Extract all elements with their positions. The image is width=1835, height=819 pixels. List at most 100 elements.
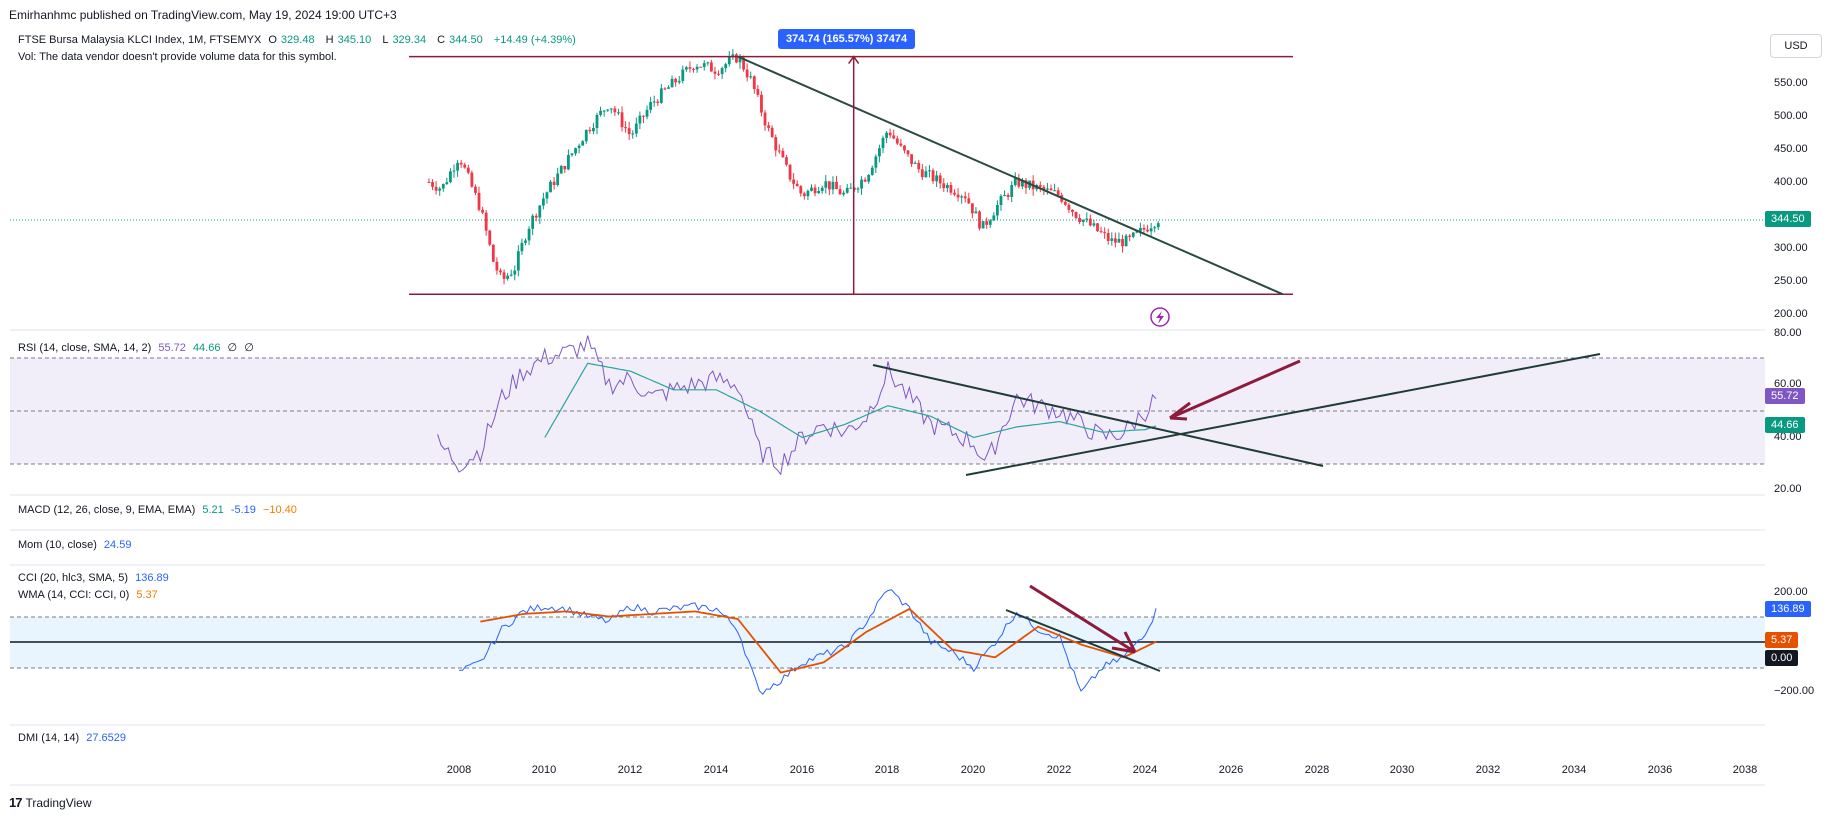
y-label: 500.00 (1774, 110, 1808, 122)
candle-body (802, 193, 806, 197)
candle-body (824, 181, 828, 188)
candle-body (1138, 227, 1142, 232)
rsi-arrow-head (1169, 401, 1191, 421)
candle-body (699, 66, 703, 68)
candle-body (1124, 235, 1128, 247)
wma-line (480, 607, 1157, 674)
candle-body (592, 127, 595, 132)
candle-body (881, 137, 885, 149)
candle-body (988, 220, 992, 225)
candle-body (856, 188, 860, 190)
price-title: FTSE Bursa Malaysia KLCI Index, 1M, FTSE… (18, 34, 262, 46)
y-label: 400.00 (1774, 176, 1808, 188)
candle-body (1006, 194, 1010, 197)
candle-body (978, 211, 981, 229)
candle-body (1085, 218, 1089, 220)
candle-body (624, 127, 627, 129)
footer-brand[interactable]: 17 TradingView (9, 795, 92, 810)
candle-body (552, 181, 556, 186)
rsi-ma-value: 44.66 (192, 342, 221, 354)
candle-body (1003, 194, 1006, 197)
y-label: 250.00 (1774, 275, 1808, 287)
candle-body (491, 244, 495, 262)
candle-body (577, 145, 581, 149)
cci-zero-tag: 0.00 (1765, 650, 1799, 666)
mom-value: 24.59 (103, 539, 132, 551)
candle-body (538, 205, 542, 218)
candle-body (441, 183, 445, 189)
candle-body (559, 165, 563, 174)
rsi-legend: RSI (14, close, SMA, 14, 2) 55.72 44.66 … (18, 342, 254, 354)
candle-body (1149, 228, 1153, 232)
x-label: 2038 (1732, 764, 1758, 776)
candle-body (502, 272, 506, 279)
macd-v1: 5.21 (202, 504, 224, 516)
rsi-y-label: 40.00 (1774, 431, 1802, 443)
x-label: 2026 (1218, 764, 1244, 776)
candle-body (495, 261, 499, 271)
candle-body (656, 101, 660, 103)
candle-body (752, 76, 756, 89)
candle-body (595, 114, 599, 128)
wma-tag: 5.37 (1765, 632, 1799, 648)
candle-body (649, 102, 653, 110)
vol-note: Vol: The data vendor doesn't provide vol… (18, 51, 337, 63)
candle-body (756, 88, 760, 95)
y-label: 450.00 (1774, 143, 1808, 155)
candle-body (785, 157, 788, 165)
candle-body (781, 150, 785, 158)
candle-body (631, 133, 635, 135)
candle-body (638, 115, 642, 124)
candle-body (763, 112, 767, 126)
candle-body (999, 196, 1003, 206)
candle-body (513, 270, 517, 275)
candle-body (474, 186, 477, 193)
candle-body (835, 181, 838, 190)
candle-body (899, 143, 903, 146)
candle-body (431, 182, 434, 187)
rsi-ma-line (544, 362, 1157, 439)
candle-body (717, 73, 720, 75)
rsi-lines (437, 335, 1157, 476)
candle-body (484, 212, 488, 231)
candle-body (652, 101, 656, 103)
candle-body (928, 170, 931, 172)
candle-body (792, 179, 796, 184)
candle-body (1053, 190, 1056, 192)
candle-body (627, 128, 631, 135)
candle-body (806, 190, 810, 197)
candle-body (1121, 238, 1124, 247)
candle-body (895, 138, 899, 144)
candle-body (445, 182, 449, 184)
candle-body (1081, 219, 1085, 223)
candle-body (956, 194, 960, 198)
candle-body (749, 76, 753, 78)
candle-body (945, 184, 949, 189)
candle-body (1017, 178, 1021, 187)
candle-body (738, 57, 742, 63)
high-value: 345.10 (337, 34, 372, 46)
candle-body (556, 173, 560, 186)
low-value: 329.34 (392, 34, 427, 46)
candle-body (670, 78, 674, 88)
candle-body (1021, 180, 1024, 187)
candle-body (906, 150, 910, 155)
currency-button[interactable]: USD (1770, 34, 1822, 58)
candle-body (459, 162, 463, 165)
candle-body (709, 62, 713, 72)
candle-body (677, 80, 681, 83)
measure-arrow-head (848, 55, 860, 65)
rsi-arrow (1169, 359, 1301, 420)
candle-body (588, 129, 592, 132)
candle-body (845, 187, 849, 193)
candle-body (481, 209, 484, 213)
candle-body (688, 67, 692, 69)
x-label: 2024 (1132, 764, 1158, 776)
measure-label: 374.74 (165.57%) 37474 (778, 29, 916, 49)
candle-body (642, 115, 645, 117)
candle-body (581, 141, 585, 146)
cci-arrow (1029, 584, 1136, 654)
candle-body (674, 78, 678, 83)
candle-body (817, 190, 821, 194)
